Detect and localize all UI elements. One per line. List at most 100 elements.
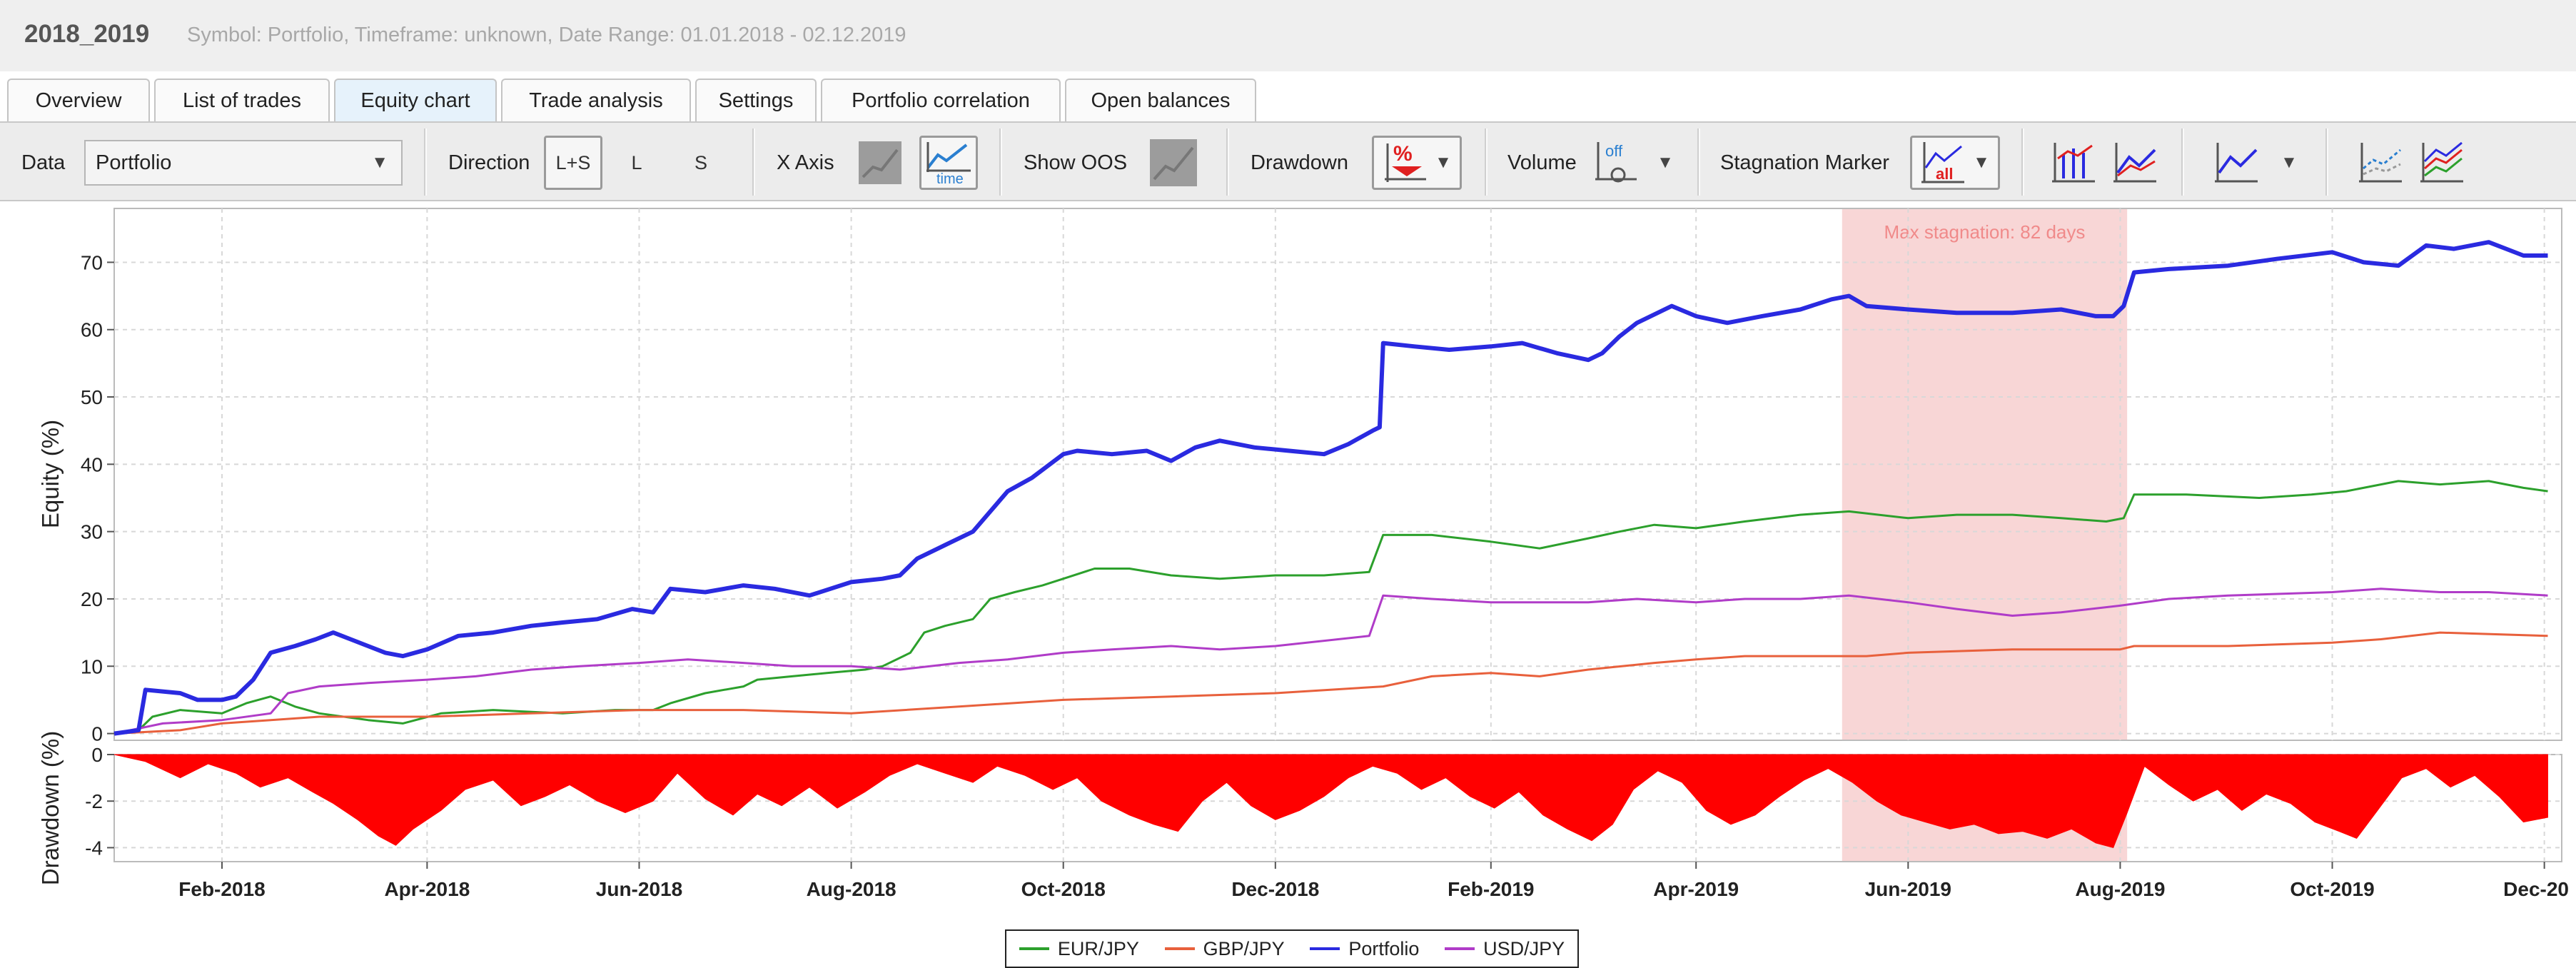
- drawdown-y-tick-label: 0: [91, 744, 103, 766]
- equity-panel: Max stagnation: 82 days 0 10 20 30 40 50 60 70: [81, 208, 2562, 745]
- drawdown-y-tick-label: -4: [85, 837, 103, 859]
- chevron-down-icon: ▼: [2280, 153, 2298, 172]
- window-title: 2018_2019: [24, 20, 150, 48]
- legend-swatch: [1164, 947, 1195, 950]
- data-select[interactable]: Portfolio ▼: [84, 140, 403, 186]
- drawdown-axis-title: Drawdown (%): [37, 731, 64, 885]
- x-tick-label: Apr-2018: [384, 878, 470, 900]
- toolbar-separator: [1485, 128, 1487, 196]
- x-tick-label: Feb-2018: [178, 878, 265, 900]
- y-tick-label: 50: [81, 386, 103, 408]
- stagnation-band: [1842, 209, 2128, 740]
- direction-long-button[interactable]: L: [614, 136, 660, 190]
- chart-legend: EUR/JPY GBP/JPY Portfolio USD/JPY: [1005, 929, 1579, 968]
- y-tick-label: 70: [81, 251, 103, 273]
- x-tick-label: Jun-2019: [1865, 878, 1951, 900]
- y-tick-label: 30: [81, 521, 103, 543]
- drawdown-panel: 0 -2 -4: [85, 744, 2562, 862]
- chart-line-red-icon[interactable]: [2110, 136, 2160, 190]
- x-tick-label: Feb-2019: [1448, 878, 1534, 900]
- tab-label: Equity chart: [360, 89, 470, 112]
- drawdown-y-tick-label: -2: [85, 790, 103, 812]
- show-oos-icon[interactable]: [1146, 136, 1201, 190]
- chart-type-dropdown[interactable]: ▼: [2211, 136, 2300, 190]
- legend-swatch: [1310, 947, 1340, 950]
- drawdown-type-dropdown[interactable]: % ▼: [1372, 136, 1462, 190]
- series-line-usd-jpy: [113, 588, 2548, 735]
- title-bar: 2018_2019 Symbol: Portfolio, Timeframe: …: [0, 0, 2576, 71]
- legend-item-eur-jpy: EUR/JPY: [1019, 938, 1139, 960]
- chevron-down-icon: ▼: [371, 153, 388, 172]
- data-label: Data: [21, 151, 66, 174]
- toolbar: Data Direction L+S L S X Axis time Show …: [0, 121, 2576, 201]
- toolbar-separator: [2325, 128, 2328, 196]
- x-tick-label: Dec-2018: [1231, 878, 1319, 900]
- tab-overview[interactable]: Overview: [7, 79, 150, 121]
- direction-short-button[interactable]: S: [678, 136, 724, 190]
- equity-chart: Max stagnation: 82 days 010203040506070 …: [37, 208, 2569, 900]
- direction-option-label: L: [631, 151, 642, 173]
- tab-bar: Overview List of trades Equity chart Tra…: [0, 71, 2576, 121]
- x-tick-label: Oct-2018: [1021, 878, 1106, 900]
- legend-item-portfolio: Portfolio: [1310, 938, 1419, 960]
- x-axis-time-icon[interactable]: time: [919, 136, 978, 190]
- x-tick-label: Apr-2019: [1653, 878, 1739, 900]
- stagnation-marker-label: Stagnation Marker: [1720, 151, 1889, 174]
- data-select-value: Portfolio: [96, 151, 172, 174]
- toolbar-separator: [999, 128, 1002, 196]
- drawdown-area: [113, 754, 2548, 848]
- show-oos-label: Show OOS: [1024, 151, 1128, 174]
- toolbar-separator: [2021, 128, 2024, 196]
- chevron-down-icon: ▼: [1973, 153, 1990, 172]
- toolbar-separator: [1226, 128, 1229, 196]
- toolbar-separator: [2181, 128, 2184, 196]
- direction-long-short-button[interactable]: L+S: [544, 136, 602, 190]
- y-tick-label: 0: [91, 723, 103, 745]
- toolbar-separator: [424, 128, 427, 196]
- tab-portfolio-correlation[interactable]: Portfolio correlation: [821, 79, 1061, 121]
- toolbar-separator: [1697, 128, 1700, 196]
- x-tick-label: Jun-2018: [596, 878, 682, 900]
- direction-option-label: S: [694, 151, 707, 173]
- x-tick-label: Aug-2018: [807, 878, 896, 900]
- tab-label: Portfolio correlation: [852, 89, 1030, 112]
- x-axis-trades-icon[interactable]: [855, 136, 905, 190]
- tab-label: Overview: [35, 89, 122, 112]
- compare-dashed-icon[interactable]: [2355, 136, 2405, 190]
- chart-bars-icon[interactable]: [2049, 136, 2098, 190]
- series-line-eur-jpy: [113, 480, 2548, 735]
- series-line-gbp-jpy: [113, 631, 2548, 735]
- stagnation-marker-dropdown[interactable]: all ▼: [1910, 136, 2000, 190]
- tab-trade-analysis[interactable]: Trade analysis: [501, 79, 691, 121]
- volume-dropdown[interactable]: off ▼: [1587, 136, 1680, 190]
- y-tick-label: 20: [81, 588, 103, 610]
- toolbar-separator: [752, 128, 755, 196]
- multi-series-icon[interactable]: [2417, 136, 2467, 190]
- tab-open-balances[interactable]: Open balances: [1065, 79, 1256, 121]
- volume-label: Volume: [1507, 151, 1577, 174]
- legend-label: EUR/JPY: [1057, 937, 1139, 959]
- legend-label: Portfolio: [1348, 937, 1420, 959]
- legend-item-gbp-jpy: GBP/JPY: [1164, 938, 1285, 960]
- legend-swatch: [1019, 947, 1049, 950]
- tab-equity-chart[interactable]: Equity chart: [334, 79, 497, 121]
- legend-item-usd-jpy: USD/JPY: [1445, 938, 1565, 960]
- tab-label: Open balances: [1091, 89, 1231, 112]
- stagnation-all-text: all: [1936, 165, 1953, 183]
- equity-axis-title: Equity (%): [37, 420, 64, 528]
- tab-list-of-trades[interactable]: List of trades: [154, 79, 330, 121]
- stagnation-label: Max stagnation: 82 days: [1884, 221, 2086, 243]
- legend-swatch: [1445, 947, 1475, 950]
- direction-option-label: L+S: [555, 151, 591, 173]
- volume-off-text: off: [1605, 142, 1623, 160]
- direction-label: Direction: [448, 151, 530, 174]
- drawdown-percent-icon: %: [1393, 142, 1413, 166]
- drawdown-label: Drawdown: [1251, 151, 1348, 174]
- chevron-down-icon: ▼: [1435, 153, 1452, 172]
- legend-label: USD/JPY: [1483, 937, 1565, 959]
- y-tick-label: 60: [81, 319, 103, 341]
- x-axis-label: X Axis: [777, 151, 834, 174]
- y-tick-label: 10: [81, 655, 103, 677]
- tab-settings[interactable]: Settings: [695, 79, 817, 121]
- series-line-portfolio: [113, 240, 2548, 736]
